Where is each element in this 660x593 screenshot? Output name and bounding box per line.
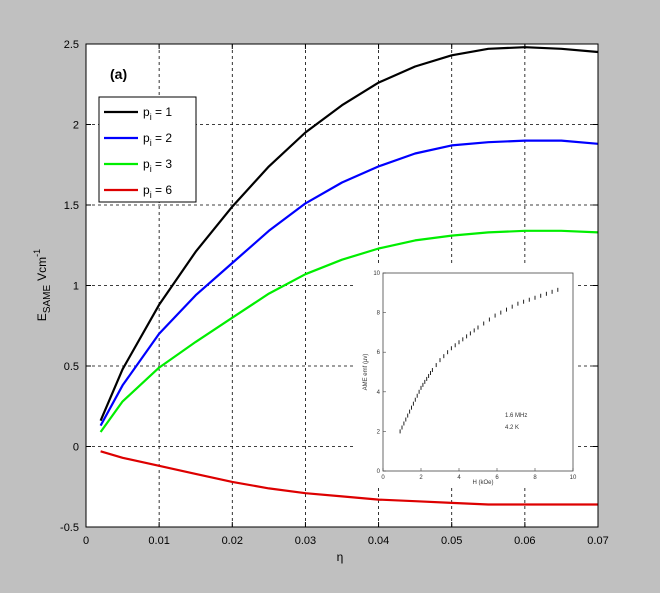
y-tick-label: 1.5 — [64, 200, 79, 212]
inset-y-tick-label: 10 — [373, 271, 380, 277]
y-tick-label: 2 — [73, 120, 79, 132]
inset-x-label: H (kOe) — [473, 480, 494, 486]
y-axis-label-sub: SAME — [42, 285, 53, 314]
legend-box — [98, 96, 197, 203]
inset-points — [399, 287, 559, 434]
y-tick-label: -0.5 — [60, 522, 79, 534]
x-tick-label: 0.02 — [222, 535, 243, 547]
legend-label: pi = 2 — [143, 131, 172, 148]
y-axis-label-exp: -1 — [32, 249, 42, 257]
x-tick-label: 0.01 — [148, 535, 169, 547]
y-axis-label-main: E — [35, 313, 49, 321]
inset-x-tick-label: 8 — [533, 475, 537, 481]
inset-x-tick-label: 6 — [495, 475, 499, 481]
svg-text:ESAMEVcm-1: ESAME Vcm-1 — [32, 249, 53, 321]
inset-y-label: AME emf (μv) — [363, 354, 369, 391]
x-axis-label: η — [337, 550, 344, 564]
y-axis-label: ESAME Vcm-1 — [32, 249, 53, 321]
series-line-1 — [99, 46, 599, 422]
plot-frame — [85, 43, 599, 528]
inset-y-tick-label: 0 — [377, 469, 381, 475]
panel-label: (a) — [110, 66, 127, 82]
inset-x-tick-label: 2 — [419, 475, 423, 481]
y-tick-label: 0.5 — [64, 361, 79, 373]
x-tick-label: 0.04 — [368, 535, 389, 547]
inset-background — [355, 265, 577, 488]
inset-y-tick-label: 8 — [377, 311, 381, 317]
legend-label: pi = 6 — [143, 183, 172, 200]
x-tick-label: 0.03 — [295, 535, 316, 547]
inset-y-tick-label: 6 — [377, 350, 381, 356]
legend: pi = 1 pi = 2 pi = 3 pi = 6 — [98, 96, 197, 203]
y-tick-label: 2.5 — [64, 39, 79, 51]
inset-annotation-temperature: 4.2 K — [505, 425, 519, 431]
inset-chart: 0 2 4 6 8 10 0 2 4 6 8 10 H (kOe) AME emf (μv) 1.6 … — [355, 265, 577, 488]
y-axis-label-unit: Vcm — [35, 257, 49, 281]
x-tick-label: 0.07 — [587, 535, 608, 547]
legend-label: pi = 3 — [143, 157, 172, 174]
inset-y-tick-label: 4 — [377, 390, 381, 396]
series-lines — [99, 46, 599, 506]
y-tick-label: 0 — [73, 442, 79, 454]
inset-x-tick-label: 10 — [570, 475, 577, 481]
inset-annotation-frequency: 1.6 MHz — [505, 413, 527, 419]
inset-axes: 0 2 4 6 8 10 0 2 4 6 8 10 — [373, 271, 577, 481]
inset-x-tick-label: 4 — [457, 475, 461, 481]
series-line-2 — [99, 139, 599, 427]
x-tick-label: 0 — [83, 535, 89, 547]
inset-x-tick-label: 0 — [381, 475, 385, 481]
series-line-3 — [99, 229, 599, 433]
legend-label: pi = 1 — [143, 105, 172, 122]
inset-y-tick-label: 2 — [377, 429, 381, 435]
series-line-4 — [100, 450, 598, 506]
y-tick-label: 1 — [73, 281, 79, 293]
x-tick-label: 0.06 — [514, 535, 535, 547]
inset-frame — [382, 272, 574, 472]
x-tick-label: 0.05 — [441, 535, 462, 547]
